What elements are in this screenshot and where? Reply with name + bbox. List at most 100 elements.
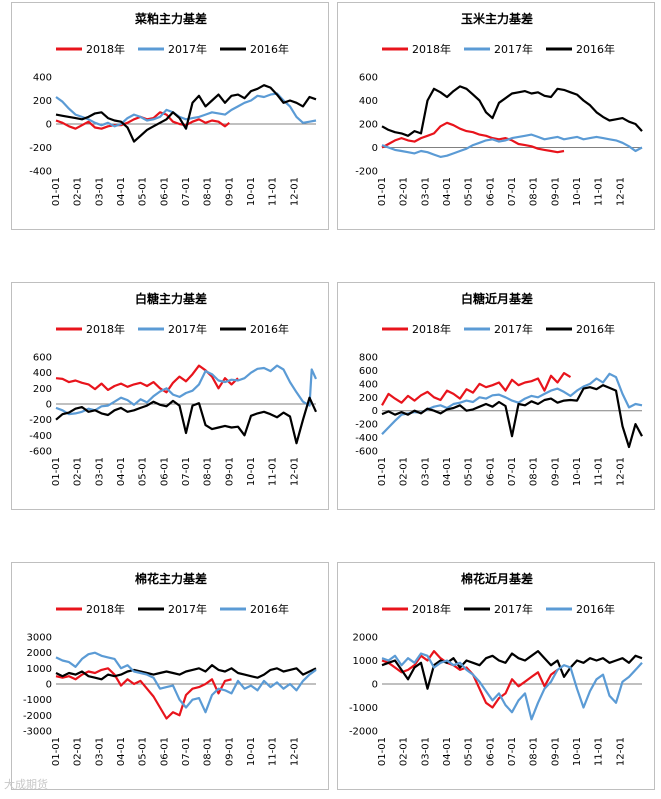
legend-entry: 2018年 [56, 602, 125, 616]
y-tick-label: -200 [355, 167, 378, 178]
x-tick-label: 11-01 [594, 457, 605, 486]
x-tick-label: 12-01 [615, 177, 626, 206]
chart-svg: 菜粕主力基差 2018年 2017年 2016年 400 200 0 -200 -40001-0… [29, 11, 317, 206]
y-tick-label: 1000 [353, 656, 378, 667]
series-line-2017年 [381, 372, 643, 435]
x-tick-label: 05-01 [138, 737, 149, 766]
x-tick-label: 09-01 [224, 457, 235, 486]
x-tick-label: 07-01 [507, 457, 518, 486]
y-tick-label: -400 [29, 167, 52, 178]
x-tick-label: 08-01 [203, 177, 214, 206]
series-line-2017年 [55, 664, 317, 681]
x-tick-label: 01-01 [377, 177, 388, 206]
y-tick-label: 200 [359, 393, 378, 404]
x-tick-label: 02-01 [399, 457, 410, 486]
x-tick-label: 07-01 [181, 177, 192, 206]
legend-label: 2017年 [494, 322, 533, 336]
y-tick-label: 1000 [27, 664, 52, 675]
x-tick-label: 08-01 [529, 737, 540, 766]
y-tick-label: -400 [355, 433, 378, 444]
x-tick-label: 04-01 [442, 177, 453, 206]
series-line-2016年 [55, 84, 317, 143]
y-tick-label: 400 [359, 379, 378, 390]
legend-entry: 2018年 [56, 42, 125, 56]
y-tick-label: -2000 [23, 711, 52, 722]
x-tick-label: 12-01 [615, 457, 626, 486]
series-line-2017年 [381, 649, 643, 690]
x-tick-label: 01-01 [51, 457, 62, 486]
series-line-2018年 [381, 121, 565, 154]
legend-label: 2018年 [412, 322, 451, 336]
y-tick-label: 200 [33, 96, 52, 107]
y-tick-label: 0 [372, 406, 378, 417]
y-tick-label: 200 [33, 384, 52, 395]
x-tick-label: 06-01 [485, 737, 496, 766]
x-tick-label: 04-01 [442, 737, 453, 766]
x-tick-label: 04-01 [442, 457, 453, 486]
x-tick-label: 03-01 [420, 457, 431, 486]
y-tick-label: -1000 [349, 703, 378, 714]
x-tick-label: 07-01 [507, 737, 518, 766]
y-tick-label: -600 [29, 447, 52, 458]
series-line-2018年 [381, 371, 572, 406]
x-tick-label: 10-01 [246, 737, 257, 766]
legend-label: 2017年 [494, 42, 533, 56]
x-tick-label: 11-01 [268, 177, 279, 206]
y-tick-label: 0 [372, 143, 378, 154]
legend-entry: 2016年 [220, 322, 289, 336]
x-tick-label: 12-01 [289, 177, 300, 206]
y-tick-label: 600 [359, 366, 378, 377]
legend-label: 2017年 [494, 602, 533, 616]
y-tick-label: 0 [372, 680, 378, 691]
legend-entry: 2017年 [138, 322, 207, 336]
y-tick-label: -200 [29, 143, 52, 154]
y-tick-label: 2000 [353, 633, 378, 644]
x-tick-label: 12-01 [289, 737, 300, 766]
x-tick-label: 09-01 [550, 457, 561, 486]
x-tick-label: 01-01 [377, 737, 388, 766]
chart-svg: 棉花主力基差 2018年 2017年 2016年 3000 2000 1000 0 -1000 -… [23, 571, 317, 766]
chart-panel-cotton-main: 棉花主力基差 2018年 2017年 2016年 3000 2000 1000 0 -1000 -… [11, 562, 329, 790]
x-tick-label: 06-01 [159, 177, 170, 206]
x-tick-label: 09-01 [224, 737, 235, 766]
x-tick-label: 02-01 [399, 737, 410, 766]
legend-label: 2016年 [250, 322, 289, 336]
y-tick-label: 0 [46, 680, 52, 691]
legend-entry: 2018年 [382, 42, 451, 56]
x-tick-label: 03-01 [94, 457, 105, 486]
x-tick-label: 11-01 [594, 177, 605, 206]
chart-panel-corn-main: 玉米主力基差 2018年 2017年 2016年 600 400 200 0 -200 01-01… [337, 2, 655, 230]
x-tick-label: 05-01 [464, 177, 475, 206]
x-tick-label: 09-01 [224, 177, 235, 206]
y-tick-label: 400 [359, 96, 378, 107]
legend-entry: 2017年 [138, 602, 207, 616]
chart-title: 玉米主力基差 [461, 11, 533, 26]
x-tick-label: 11-01 [268, 737, 279, 766]
x-tick-label: 11-01 [268, 457, 279, 486]
x-tick-label: 01-01 [51, 737, 62, 766]
chart-panel-rapeseed-meal-main: 菜粕主力基差 2018年 2017年 2016年 400 200 0 -200 -400 01-0… [11, 2, 329, 230]
watermark: 大成期货 [4, 778, 48, 791]
x-tick-label: 02-01 [399, 177, 410, 206]
x-tick-label: 10-01 [246, 177, 257, 206]
x-tick-label: 09-01 [550, 177, 561, 206]
x-tick-label: 07-01 [507, 177, 518, 206]
x-tick-label: 08-01 [203, 737, 214, 766]
y-tick-label: -600 [355, 447, 378, 458]
series-line-2017年 [55, 92, 317, 128]
x-tick-label: 03-01 [420, 737, 431, 766]
x-tick-label: 02-01 [73, 457, 84, 486]
legend-label: 2016年 [250, 602, 289, 616]
series-line-2016年 [381, 85, 643, 137]
y-tick-label: 400 [33, 368, 52, 379]
chart-svg: 白糖主力基差 2018年 2017年 2016年 600 400 200 0 -200 -400 -… [29, 291, 318, 486]
chart-panel-sugar-near-month: 白糖近月基差 2018年 2017年 2016年 800 600 400 200 0 -200 -4… [337, 282, 655, 510]
legend-entry: 2016年 [220, 602, 289, 616]
x-tick-label: 01-01 [377, 457, 388, 486]
chart-title: 白糖近月基差 [461, 291, 533, 306]
y-tick-label: 3000 [27, 633, 52, 644]
x-tick-label: 07-01 [181, 457, 192, 486]
series-line-2018年 [55, 364, 239, 394]
y-tick-label: 0 [46, 120, 52, 131]
x-tick-label: 06-01 [159, 737, 170, 766]
